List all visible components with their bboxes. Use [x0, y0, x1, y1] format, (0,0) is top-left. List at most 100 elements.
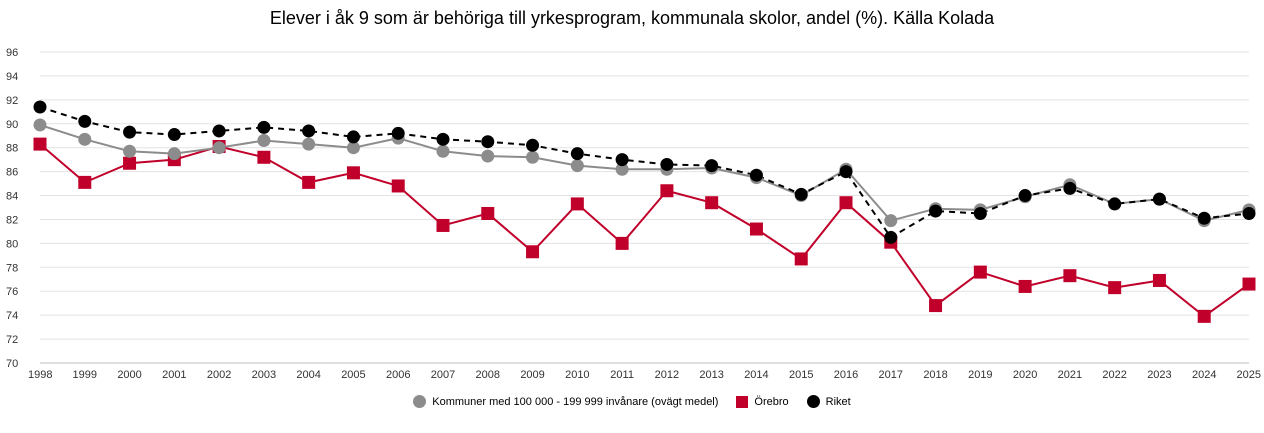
series-line-riket	[39, 106, 1250, 239]
point-orebro	[1197, 309, 1211, 323]
point-riket	[1063, 181, 1077, 195]
x-tick-label: 2002	[207, 369, 231, 381]
y-tick-label: 94	[6, 71, 18, 83]
point-orebro	[1018, 279, 1032, 293]
y-tick-label: 88	[6, 143, 18, 155]
point-orebro	[123, 156, 137, 170]
point-kommuner	[302, 137, 316, 151]
point-orebro	[302, 175, 316, 189]
x-axis-ticks: 1998 1999 2000 2001 2002 2003 2004 2005 2006 2007…	[28, 369, 1261, 381]
legend-item-kommuner[interactable]: Kommuner med 100 000 - 199 999 invånare …	[413, 395, 718, 408]
x-tick-label: 2007	[431, 369, 455, 381]
legend-swatch-orebro	[736, 395, 749, 408]
x-tick-label: 2025	[1237, 369, 1261, 381]
x-tick-label: 2021	[1058, 369, 1082, 381]
point-riket	[1197, 211, 1211, 225]
legend-item-orebro[interactable]: Örebro	[736, 395, 789, 408]
legend-swatch-riket	[806, 395, 820, 408]
point-orebro	[346, 166, 360, 180]
y-tick-label: 82	[6, 214, 18, 226]
point-riket	[570, 147, 584, 161]
legend: Kommuner med 100 000 - 199 999 invånare …	[0, 395, 1264, 408]
x-tick-label: 2006	[386, 369, 410, 381]
y-tick-label: 76	[6, 286, 18, 298]
y-tick-label: 70	[6, 358, 18, 370]
point-riket	[929, 204, 943, 218]
point-kommuner	[257, 134, 271, 148]
point-orebro	[391, 179, 405, 193]
point-riket	[705, 159, 719, 173]
x-tick-label: 2016	[834, 369, 858, 381]
point-orebro	[973, 265, 987, 279]
point-orebro	[1242, 277, 1256, 291]
x-tick-label: 2017	[879, 369, 903, 381]
point-riket	[78, 114, 92, 128]
point-orebro	[257, 150, 271, 164]
series-line-orebro	[39, 143, 1250, 318]
y-tick-label: 72	[6, 334, 18, 346]
series-line-kommuner	[39, 124, 1250, 222]
x-tick-label: 2011	[610, 369, 634, 381]
point-orebro	[481, 206, 495, 220]
x-tick-label: 2008	[476, 369, 500, 381]
point-kommuner	[346, 141, 360, 155]
point-riket	[1152, 192, 1166, 206]
point-kommuner	[167, 147, 181, 161]
point-riket	[794, 187, 808, 201]
point-orebro	[839, 196, 853, 210]
legend-label-orebro: Örebro	[754, 395, 789, 408]
x-tick-label: 1999	[73, 369, 97, 381]
point-kommuner	[526, 150, 540, 164]
y-tick-label: 74	[6, 310, 18, 322]
point-orebro	[660, 184, 674, 198]
point-orebro	[526, 245, 540, 259]
y-tick-label: 90	[6, 119, 18, 131]
point-kommuner	[481, 149, 495, 163]
x-tick-label: 2015	[789, 369, 813, 381]
point-riket	[615, 153, 629, 167]
point-riket	[1242, 206, 1256, 220]
point-riket	[839, 165, 853, 179]
point-kommuner	[33, 118, 47, 132]
y-tick-label: 86	[6, 167, 18, 179]
y-tick-label: 96	[6, 47, 18, 59]
point-orebro	[705, 196, 719, 210]
x-tick-label: 2019	[968, 369, 992, 381]
point-riket	[1108, 197, 1122, 211]
point-riket	[167, 128, 181, 142]
x-tick-label: 2004	[296, 369, 320, 381]
x-tick-label: 2009	[520, 369, 544, 381]
x-tick-label: 2020	[1013, 369, 1037, 381]
x-tick-label: 2018	[923, 369, 947, 381]
x-tick-label: 2003	[252, 369, 276, 381]
x-tick-label: 2023	[1147, 369, 1171, 381]
point-riket	[973, 206, 987, 220]
x-tick-label: 2022	[1102, 369, 1126, 381]
point-riket	[391, 126, 405, 140]
grid-lines	[40, 51, 1249, 364]
point-riket	[884, 230, 898, 244]
x-tick-label: 2005	[341, 369, 365, 381]
x-tick-label: 2013	[699, 369, 723, 381]
point-riket	[123, 125, 137, 139]
x-tick-label: 2001	[162, 369, 186, 381]
series-markers	[33, 100, 1256, 323]
point-orebro	[1108, 281, 1122, 295]
y-tick-label: 80	[6, 238, 18, 250]
point-kommuner	[615, 162, 629, 176]
x-tick-label: 2000	[117, 369, 141, 381]
point-orebro	[749, 222, 763, 236]
y-tick-label: 92	[6, 95, 18, 107]
point-orebro	[615, 236, 629, 250]
series-lines	[39, 106, 1250, 318]
point-riket	[302, 124, 316, 138]
legend-swatch-kommuner	[413, 395, 427, 408]
x-tick-label: 2012	[655, 369, 679, 381]
point-riket	[526, 138, 540, 152]
point-riket	[257, 120, 271, 134]
legend-item-riket[interactable]: Riket	[806, 395, 851, 408]
point-kommuner	[570, 159, 584, 173]
legend-label-riket: Riket	[825, 395, 851, 408]
point-orebro	[570, 197, 584, 211]
